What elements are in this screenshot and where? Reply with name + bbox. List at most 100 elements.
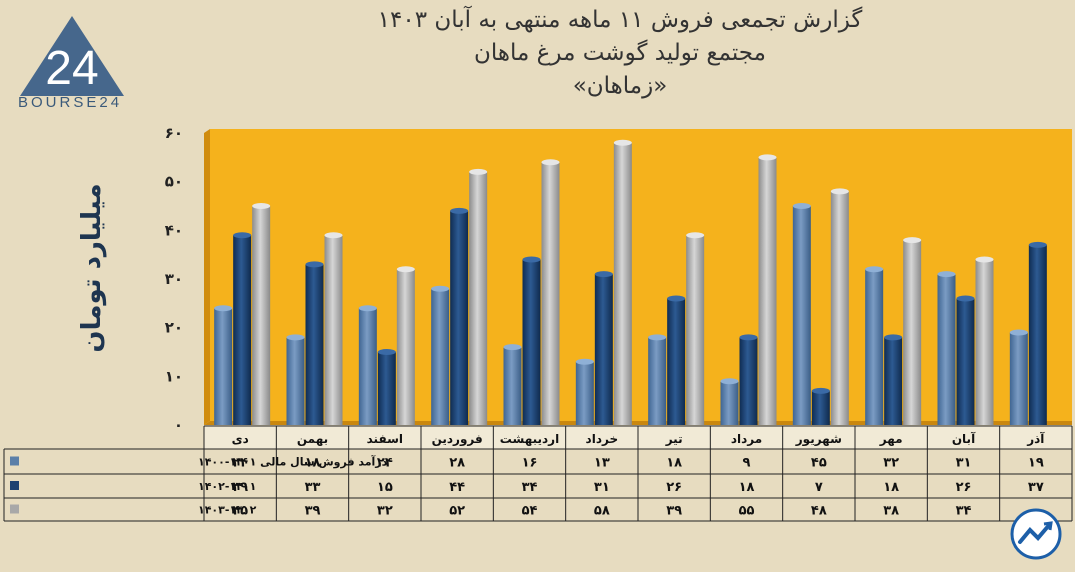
bar: [522, 256, 541, 425]
bar: [396, 266, 415, 425]
bar: [594, 271, 613, 425]
bar: [214, 305, 233, 425]
data-label: ۲۶: [956, 480, 972, 495]
plot-area: [204, 129, 1072, 425]
bar: [1028, 241, 1047, 425]
data-label: ۱۸: [739, 480, 755, 495]
legend-swatch: [10, 481, 19, 490]
y-tick-label: ۰: [174, 416, 183, 434]
bar: [324, 232, 343, 425]
bar: [739, 334, 758, 425]
bar: [956, 295, 975, 425]
legend-entry: درآمد فروش سال مالی ۱۴۰۱-۱۴۰۰: [198, 455, 388, 469]
x-tick-label: تیر: [665, 432, 683, 446]
data-label: ۴۴: [449, 480, 465, 495]
bar: [431, 285, 450, 425]
data-label: ۳۹: [232, 480, 248, 495]
y-tick-label: ۵۰: [165, 173, 183, 191]
data-label: ۳۲: [377, 504, 393, 519]
bar: [865, 266, 884, 425]
bar: [450, 207, 469, 425]
data-label: ۱۸: [666, 456, 682, 471]
bar: [613, 139, 632, 425]
logo-text: BOURSE24: [18, 94, 123, 111]
bar: [377, 349, 396, 425]
trend-circle-icon: [1010, 508, 1062, 560]
data-label: ۳۹: [305, 504, 321, 519]
data-label: ۵۸: [594, 504, 610, 519]
logo-glyph: 24: [45, 42, 98, 95]
bourse24-logo-icon: 24: [20, 16, 124, 96]
data-label: ۳۷: [1028, 480, 1044, 495]
bar: [358, 305, 377, 425]
x-tick-label: اسفند: [367, 432, 403, 446]
bar: [469, 168, 488, 425]
bar: [503, 344, 522, 425]
y-tick-label: ۳۰: [165, 270, 183, 288]
bar: [811, 387, 830, 425]
data-label: ۳۱: [956, 456, 972, 471]
data-label: ۲۴: [377, 456, 393, 471]
data-label: ۴۵: [811, 456, 827, 471]
bar: [720, 378, 739, 425]
bar: [937, 271, 956, 425]
bar: [1009, 329, 1028, 425]
bar: [648, 334, 667, 425]
x-tick-label: فروردین: [432, 432, 483, 447]
bar: [575, 358, 594, 425]
y-tick-label: ۲۰: [165, 319, 183, 337]
bar: [975, 256, 994, 425]
bars: [214, 139, 1047, 426]
data-table: آذر آبان مهر شهریور مرداد تیر خرداد اردیبهشت فرو…: [3, 425, 1073, 522]
data-label: ۳۳: [305, 480, 321, 495]
bar: [903, 237, 922, 425]
title-line-3: «زماهان»: [572, 73, 668, 99]
data-label: ۳۴: [956, 504, 972, 519]
data-label: ۲۴: [232, 456, 248, 471]
x-tick-label: آذر: [1026, 431, 1045, 446]
data-label: ۴۵: [232, 504, 248, 519]
legend-entry: ۱۴۰۳-۱۴۰۲: [198, 504, 257, 517]
data-label: ۵۴: [522, 504, 538, 519]
y-ticks: ۰ ۱۰ ۲۰ ۳۰ ۴۰ ۵۰ ۶۰: [165, 124, 183, 434]
chart-title: گزارش تجمعی فروش ۱۱ ماهه منتهی به آبان ۱…: [300, 4, 940, 103]
data-label: ۳۱: [594, 480, 610, 495]
data-label: ۱۵: [377, 480, 393, 495]
plot-side-wall: [204, 129, 210, 425]
x-tick-label: دی: [232, 432, 249, 446]
data-label: ۹: [743, 456, 751, 471]
data-label: ۳۹: [666, 504, 682, 519]
data-label: ۱۸: [883, 480, 899, 495]
bar: [792, 203, 811, 425]
data-label: ۱۹: [1028, 456, 1044, 471]
data-label: ۳۴: [522, 480, 538, 495]
legend-entry: ۱۴۰۲-۱۴۰۱: [198, 480, 256, 493]
bar: [541, 159, 560, 425]
bar: [686, 232, 705, 425]
bar: [233, 232, 252, 425]
y-tick-label: ۱۰: [165, 367, 183, 385]
plot-floor: [204, 421, 1072, 425]
legend-swatch: [10, 504, 19, 514]
data-label: ۴۸: [811, 504, 827, 519]
bar: [830, 188, 849, 425]
bar: [758, 154, 777, 426]
title-line-1: گزارش تجمعی فروش ۱۱ ماهه منتهی به آبان ۱…: [377, 7, 863, 33]
x-tick-label: مهر: [879, 432, 903, 446]
x-tick-label: خرداد: [586, 432, 619, 446]
title-line-2: مجتمع تولید گوشت مرغ ماهان: [474, 40, 766, 66]
data-label: ۵۲: [449, 504, 465, 519]
bar: [884, 334, 903, 425]
data-label: ۷: [815, 480, 823, 495]
plot-back-wall: [210, 129, 1072, 421]
x-tick-label: مرداد: [731, 432, 762, 446]
x-tick-label: شهریور: [795, 432, 842, 447]
x-tick-label: آبان: [952, 431, 976, 446]
data-label: ۳۸: [883, 504, 899, 519]
data-label: ۵۵: [739, 504, 755, 519]
data-label: ۳۲: [883, 456, 899, 471]
x-tick-label: بهمن: [297, 432, 328, 446]
y-tick-label: ۶۰: [165, 124, 183, 142]
data-label: ۲۶: [666, 480, 682, 495]
legend-swatch: [10, 456, 19, 466]
